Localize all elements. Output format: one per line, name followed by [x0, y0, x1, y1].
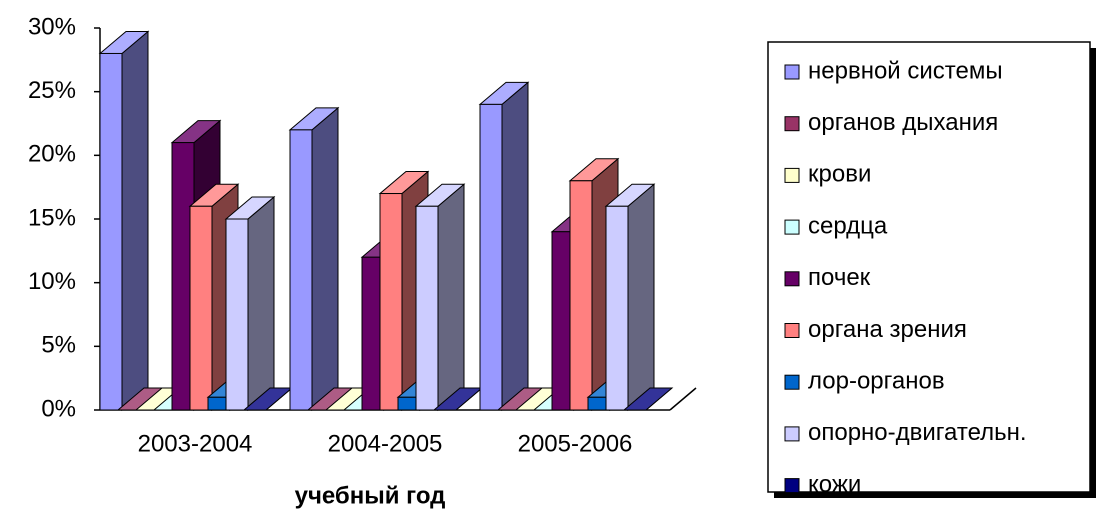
legend-swatch	[784, 426, 800, 442]
y-tick-label: 15%	[28, 204, 76, 231]
legend-swatch	[784, 219, 800, 235]
legend-label: сердца	[808, 212, 888, 239]
legend-label: органов дыхания	[808, 109, 998, 136]
bar-side	[311, 106, 339, 412]
x-tick-label: 2004-2005	[328, 430, 443, 457]
y-tick-label: 25%	[28, 77, 76, 104]
legend-label: опорно-двигательн.	[808, 419, 1027, 446]
legend-swatch	[784, 167, 800, 183]
bar-front	[189, 205, 213, 411]
bar-front	[415, 205, 439, 411]
bar-side	[121, 30, 149, 412]
legend-label: крови	[808, 161, 871, 188]
legend-label: лор-органов	[808, 368, 945, 395]
bar	[622, 387, 674, 411]
bar-front	[225, 218, 249, 411]
legend-swatch	[784, 116, 800, 132]
legend-label: кожи	[808, 471, 861, 498]
y-tick-label: 30%	[28, 13, 76, 40]
bar-front	[569, 180, 593, 411]
floor-edge	[669, 387, 697, 411]
bar-front	[379, 193, 403, 411]
legend-box	[767, 41, 1091, 493]
y-tick-label: 5%	[41, 332, 76, 359]
legend-label: почек	[808, 264, 871, 291]
y-tick-label: 0%	[41, 395, 76, 422]
bar	[288, 106, 340, 412]
y-tick-label: 20%	[28, 141, 76, 168]
legend-swatch	[784, 64, 800, 80]
bar-front	[99, 52, 123, 411]
y-tick-label: 10%	[28, 268, 76, 295]
bar	[98, 30, 150, 412]
bar-front	[605, 205, 629, 411]
bar	[478, 81, 530, 412]
bar	[414, 183, 466, 412]
bar	[604, 183, 656, 412]
legend-swatch	[784, 478, 800, 494]
bar-side	[501, 81, 529, 412]
bar	[224, 195, 276, 412]
x-tick-label: 2005-2006	[518, 430, 633, 457]
legend-label: органа зрения	[808, 316, 967, 343]
bar-front	[479, 103, 503, 411]
legend-swatch	[784, 271, 800, 287]
bar-side	[437, 183, 465, 412]
bar-front	[289, 129, 313, 411]
legend-swatch	[784, 323, 800, 338]
bar-side	[247, 195, 275, 412]
bar-side	[627, 183, 655, 412]
x-axis-title: учебный год	[295, 482, 446, 509]
bar-top	[622, 387, 674, 411]
x-tick-label: 2003-2004	[138, 430, 253, 457]
legend-label: нервной системы	[808, 57, 1003, 84]
legend-swatch	[784, 374, 800, 390]
